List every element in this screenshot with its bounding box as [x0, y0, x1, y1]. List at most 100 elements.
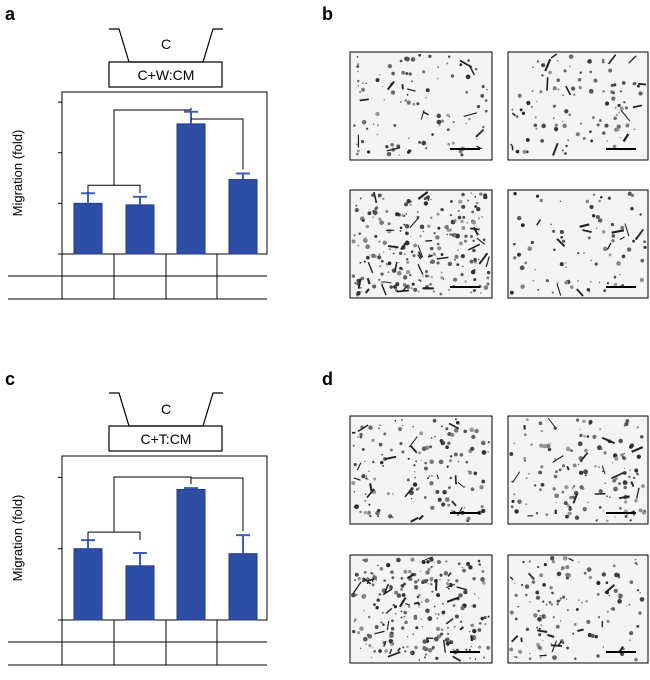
cell-mark	[625, 123, 630, 128]
cell-mark	[433, 231, 436, 235]
cell-mark	[509, 290, 514, 295]
cell-mark	[545, 603, 548, 606]
cell-mark	[472, 248, 476, 253]
cell-mark	[404, 649, 407, 653]
cell-mark	[384, 649, 388, 653]
cell-process	[469, 65, 476, 76]
cell-mark	[598, 489, 603, 494]
cell-mark	[471, 210, 475, 214]
cell-mark	[380, 259, 384, 263]
cell-mark	[357, 244, 360, 247]
cell-mark	[640, 258, 645, 263]
cell-mark	[356, 65, 360, 68]
cell-mark	[536, 626, 539, 629]
cell-mark	[582, 137, 586, 140]
cell-mark	[372, 210, 376, 213]
cell-mark	[404, 202, 409, 207]
cell-mark	[626, 605, 628, 607]
cell-process	[408, 436, 418, 448]
cell-mark	[434, 435, 436, 438]
cell-mark	[419, 234, 422, 238]
cell-process	[400, 240, 409, 251]
cell-mark	[431, 590, 434, 593]
cell-mark	[412, 425, 414, 428]
cell-mark	[472, 604, 477, 608]
cell-mark	[519, 108, 523, 112]
cell-mark	[378, 649, 382, 653]
cell-process	[476, 145, 483, 150]
cell-process	[552, 455, 564, 463]
schematic-top-label-a: C	[161, 36, 171, 52]
cell-mark	[393, 284, 397, 289]
cell-mark	[527, 472, 530, 475]
cell-mark	[389, 448, 393, 452]
cell-mark	[418, 140, 422, 144]
cell-process	[367, 262, 374, 274]
cell-mark	[365, 224, 370, 229]
cell-process	[357, 424, 369, 433]
cell-mark	[559, 262, 564, 267]
cell-mark	[406, 150, 411, 154]
cell-mark	[378, 240, 381, 243]
cell-mark	[376, 133, 379, 136]
micrograph-image	[349, 51, 493, 161]
cell-mark	[595, 227, 598, 230]
cell-mark	[517, 605, 520, 608]
cell-mark	[575, 132, 581, 137]
cell-mark	[579, 485, 584, 490]
cell-mark	[470, 269, 476, 275]
cell-mark	[550, 603, 554, 606]
cell-mark	[427, 198, 430, 201]
cell-mark	[378, 592, 382, 596]
cell-process	[572, 493, 579, 504]
cell-mark	[427, 583, 430, 585]
cell-process	[468, 243, 481, 251]
cell-mark	[617, 599, 622, 604]
cell-mark	[436, 617, 439, 620]
cell-process	[630, 481, 635, 487]
cell-mark	[594, 634, 599, 639]
cell-process	[383, 281, 392, 284]
cell-process	[547, 417, 556, 428]
cell-mark	[555, 624, 560, 629]
cell-mark	[469, 235, 473, 239]
cell-mark	[564, 262, 567, 264]
cell-mark	[537, 645, 542, 650]
cell-mark	[370, 572, 372, 574]
cell-mark	[431, 276, 433, 278]
cell-process	[606, 242, 612, 251]
cell-process	[364, 288, 370, 294]
cell-mark	[390, 570, 394, 574]
cell-mark	[433, 636, 439, 642]
cell-mark	[353, 234, 356, 237]
cell-mark	[483, 285, 489, 290]
cell-mark	[471, 434, 476, 440]
cell-mark	[372, 284, 377, 289]
cell-mark	[538, 421, 543, 426]
cell-mark	[428, 445, 433, 449]
cell-mark	[468, 565, 473, 570]
cell-process	[442, 639, 446, 653]
cell-mark	[351, 239, 356, 244]
cell-process	[382, 588, 393, 596]
cell-mark	[583, 435, 586, 438]
cell-mark	[387, 271, 390, 273]
cell-mark	[527, 246, 533, 252]
cell-mark	[369, 514, 372, 518]
cell-mark	[600, 447, 603, 451]
cell-mark	[517, 649, 523, 655]
cell-mark	[371, 253, 376, 258]
cell-mark	[601, 572, 607, 577]
cell-mark	[632, 239, 636, 243]
cell-mark	[583, 571, 587, 575]
cell-mark	[539, 198, 543, 203]
cell-mark	[425, 579, 429, 582]
cell-mark	[442, 602, 444, 605]
cell-process	[604, 584, 616, 594]
cell-mark	[487, 615, 490, 618]
cell-mark	[564, 109, 569, 114]
cell-mark	[611, 462, 614, 464]
cell-mark	[428, 475, 431, 478]
cell-mark	[538, 470, 543, 475]
cell-mark	[574, 515, 580, 520]
